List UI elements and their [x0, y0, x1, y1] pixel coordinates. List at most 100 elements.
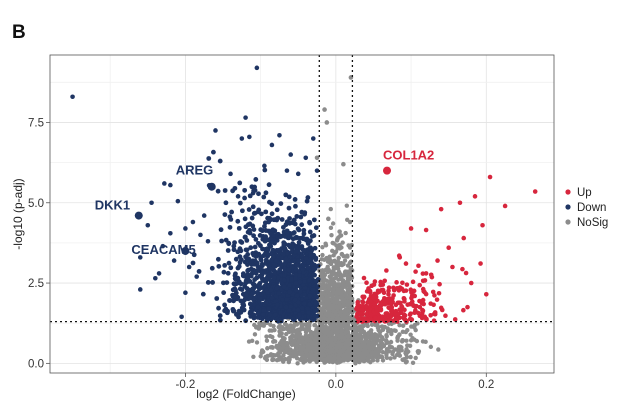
down-point: [255, 289, 260, 295]
down-point: [236, 225, 242, 231]
up-point: [409, 293, 415, 299]
down-point: [227, 298, 232, 303]
nosig-point: [265, 346, 270, 351]
nosig-point: [345, 287, 350, 292]
down-point: [233, 256, 239, 262]
down-point: [248, 273, 254, 279]
down-point: [263, 209, 269, 215]
up-point: [463, 270, 469, 276]
nosig-point: [324, 255, 329, 261]
up-point: [400, 280, 405, 286]
nosig-point: [395, 338, 400, 343]
down-point: [262, 223, 267, 229]
nosig-point: [340, 299, 345, 304]
down-point: [232, 294, 237, 299]
down-point: [309, 261, 315, 267]
up-point: [355, 299, 361, 305]
nosig-point: [281, 345, 286, 350]
nosig-point: [312, 337, 318, 343]
nosig-point: [277, 333, 282, 338]
nosig-point: [348, 326, 354, 331]
nosig-point: [273, 353, 278, 358]
x-tick-label: 0.2: [478, 379, 494, 391]
y-tick-label: 2.5: [28, 278, 44, 290]
down-point: [205, 280, 211, 285]
down-point: [272, 312, 278, 318]
up-point: [422, 314, 428, 320]
down-point: [303, 256, 309, 261]
down-point: [295, 226, 301, 232]
nosig-point: [352, 353, 357, 358]
down-point: [307, 219, 312, 225]
nosig-point: [319, 353, 325, 358]
down-point: [262, 269, 267, 275]
nosig-point: [249, 338, 255, 344]
down-point: [301, 231, 307, 237]
nosig-point: [300, 337, 305, 342]
up-point: [413, 269, 418, 274]
down-point: [287, 283, 293, 288]
down-point: [257, 281, 263, 286]
down-point: [314, 168, 320, 173]
gene-label: DKK1: [95, 198, 130, 213]
nosig-point: [303, 333, 308, 338]
down-point: [258, 296, 263, 302]
nosig-point: [307, 359, 313, 364]
down-point: [308, 253, 314, 258]
down-point: [283, 304, 289, 310]
legend-label: Down: [577, 202, 606, 214]
up-point: [404, 282, 410, 287]
nosig-point: [288, 335, 293, 340]
up-point: [461, 235, 467, 241]
down-point: [228, 265, 234, 271]
down-point: [245, 279, 251, 284]
down-point: [301, 248, 307, 254]
nosig-point: [384, 352, 389, 358]
up-point: [452, 317, 458, 322]
down-point: [233, 271, 238, 277]
down-point: [257, 285, 263, 290]
nosig-point: [322, 357, 327, 363]
down-point: [251, 233, 257, 239]
down-point: [282, 245, 288, 251]
nosig-point: [317, 321, 323, 326]
down-point: [250, 190, 256, 196]
nosig-point: [339, 252, 345, 257]
down-point: [253, 236, 259, 242]
up-point: [368, 299, 373, 304]
nosig-point: [380, 336, 385, 342]
down-point: [156, 271, 162, 276]
down-point: [275, 275, 281, 281]
nosig-point: [341, 303, 346, 309]
nosig-point: [349, 340, 354, 346]
down-point: [237, 200, 243, 206]
down-point: [242, 216, 248, 222]
down-point: [280, 297, 285, 303]
nosig-point: [397, 322, 402, 328]
down-point: [258, 256, 264, 262]
down-point: [222, 188, 228, 193]
nosig-point: [276, 354, 282, 359]
nosig-point: [361, 334, 367, 339]
down-point: [255, 240, 261, 246]
nosig-point: [359, 336, 364, 342]
nosig-point: [320, 252, 325, 258]
down-point: [149, 200, 154, 206]
nosig-point: [376, 327, 381, 333]
highlighted-gene-point: [207, 182, 216, 191]
down-point: [306, 310, 312, 315]
nosig-point: [282, 336, 287, 341]
down-point: [271, 217, 277, 223]
up-point: [364, 317, 369, 323]
down-point: [251, 211, 257, 216]
down-point: [242, 234, 248, 240]
down-point: [240, 273, 246, 279]
down-point: [243, 115, 248, 120]
up-point: [389, 305, 395, 310]
nosig-point: [373, 348, 378, 354]
down-point: [216, 263, 222, 269]
down-point: [201, 213, 207, 218]
nosig-point: [341, 261, 346, 267]
gene-label: AREG: [176, 163, 214, 178]
down-point: [251, 227, 257, 232]
